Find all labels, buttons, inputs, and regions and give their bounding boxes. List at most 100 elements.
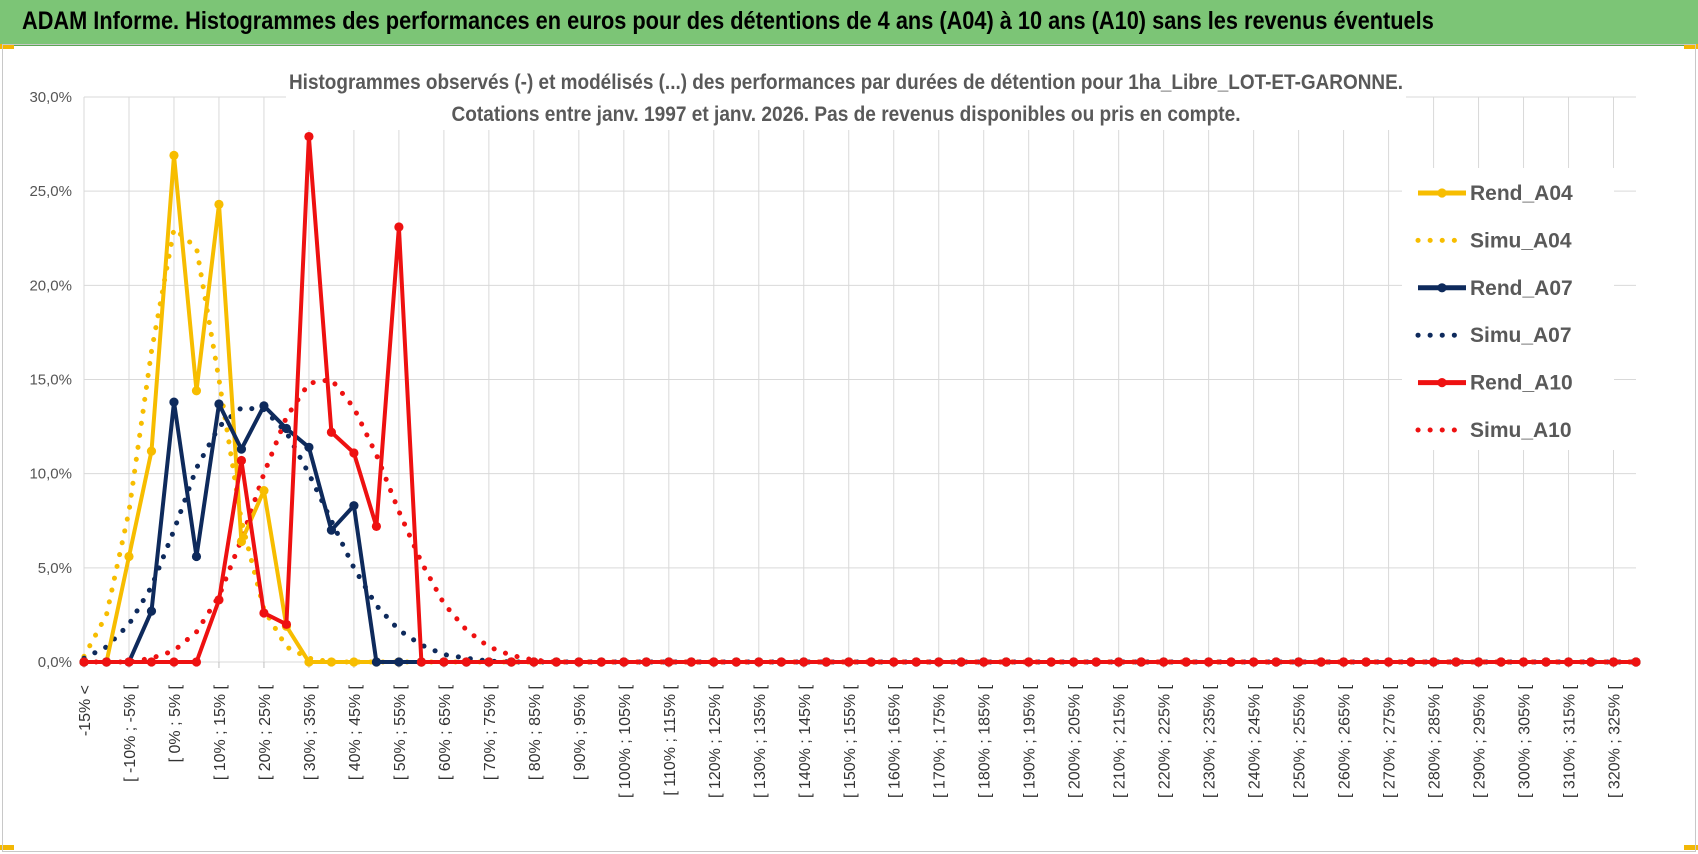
data-point-rend-a10 [371, 521, 382, 532]
corner-mark-tr [1684, 44, 1698, 49]
data-point-rend-a10 [236, 455, 247, 466]
x-tick-label: [ 70% ; 75% [ [482, 684, 499, 780]
data-point-rend-a10 [124, 657, 134, 667]
x-tick-label: [ 80% ; 85% [ [527, 684, 544, 780]
corner-mark-br [1684, 845, 1698, 850]
data-point-rend-a10 [79, 657, 89, 667]
data-point-rend-a10 [529, 657, 539, 667]
data-point-rend-a07 [371, 657, 382, 667]
data-point-rend-a04 [326, 657, 337, 667]
y-tick-label: 0,0% [38, 654, 72, 671]
data-point-rend-a10 [259, 608, 269, 618]
data-point-rend-a10 [304, 131, 314, 142]
data-point-rend-a10 [574, 657, 584, 667]
legend-label: Simu_A07 [1470, 324, 1572, 347]
x-tick-label: [ 190% ; 195% [ [1022, 684, 1039, 798]
data-point-rend-a10 [326, 427, 337, 437]
data-point-rend-a10 [1406, 657, 1416, 667]
data-point-rend-a07 [326, 525, 337, 535]
data-point-rend-a07 [169, 397, 179, 407]
data-point-rend-a10 [349, 448, 359, 458]
data-point-rend-a10 [1001, 657, 1011, 667]
data-point-rend-a07 [259, 401, 269, 411]
chart-area-border [2, 44, 1696, 852]
y-tick-label: 30,0% [29, 89, 72, 106]
data-point-rend-a10 [416, 657, 426, 667]
data-point-rend-a10 [709, 657, 719, 667]
data-point-rend-a10 [1338, 657, 1349, 667]
legend-marker [1437, 283, 1447, 293]
data-point-rend-a10 [799, 657, 809, 667]
legend-label: Rend_A04 [1470, 182, 1573, 205]
x-tick-label: [ 140% ; 145% [ [797, 684, 814, 798]
y-tick-label: 10,0% [29, 466, 72, 483]
x-tick-label: [ 290% ; 295% [ [1472, 684, 1489, 798]
data-point-rend-a04 [304, 657, 314, 667]
data-point-rend-a10 [596, 657, 606, 667]
x-tick-label: [ 280% ; 285% [ [1427, 684, 1444, 798]
corner-mark-bl [0, 845, 14, 850]
x-tick-label: [ 230% ; 235% [ [1202, 684, 1219, 798]
data-point-rend-a10 [956, 657, 966, 667]
data-point-rend-a10 [641, 657, 651, 667]
x-tick-label: [ 0% ; 5% [ [167, 684, 184, 762]
data-point-rend-a10 [844, 657, 854, 667]
data-point-rend-a10 [1181, 657, 1191, 667]
x-tick-label: [ 30% ; 35% [ [302, 684, 319, 780]
x-tick-label: [ 60% ; 65% [ [437, 684, 454, 780]
data-point-rend-a10 [1518, 657, 1529, 667]
data-point-rend-a10 [1046, 657, 1056, 667]
chart-title-line-2: Cotations entre janv. 1997 et janv. 2026… [452, 103, 1241, 126]
report-title: ADAM Informe. Histogrammes des performan… [22, 7, 1434, 35]
data-point-rend-a10 [484, 657, 494, 667]
data-point-rend-a07 [214, 399, 224, 409]
data-point-rend-a10 [1226, 657, 1236, 667]
data-point-rend-a04 [191, 386, 202, 396]
data-point-rend-a10 [1428, 657, 1439, 667]
series-line-rend-a10 [84, 134, 1636, 664]
x-tick-label: [ 110% ; 115% [ [662, 684, 679, 795]
data-point-rend-a10 [1383, 657, 1394, 667]
data-point-rend-a10 [101, 657, 112, 667]
data-point-rend-a10 [1541, 657, 1551, 667]
data-point-rend-a10 [1091, 657, 1101, 667]
data-point-rend-a07 [281, 423, 292, 434]
data-point-rend-a10 [664, 657, 674, 667]
x-tick-label: [ 20% ; 25% [ [257, 684, 274, 780]
data-point-rend-a10 [1204, 657, 1214, 667]
y-tick-label: 25,0% [29, 183, 72, 200]
data-point-rend-a10 [731, 657, 741, 667]
data-point-rend-a10 [934, 657, 944, 667]
chart-title-line-1: Histogrammes observés (-) et modélisés (… [289, 71, 1403, 94]
x-tick-label: [ 10% ; 15% [ [212, 684, 229, 780]
legend-marker [1437, 378, 1447, 388]
data-point-rend-a10 [1608, 657, 1619, 667]
data-point-rend-a10 [1631, 657, 1641, 667]
data-point-rend-a10 [146, 657, 157, 667]
data-point-rend-a07 [349, 501, 359, 511]
legend-bg [1402, 168, 1614, 450]
data-point-rend-a07 [191, 551, 202, 562]
legend-label: Simu_A04 [1470, 229, 1572, 252]
data-point-rend-a10 [1586, 657, 1596, 667]
x-tick-label: [ 250% ; 255% [ [1292, 684, 1309, 798]
data-point-rend-a10 [1473, 657, 1484, 667]
data-point-rend-a07 [146, 606, 157, 616]
x-tick-label: [ 40% ; 45% [ [347, 684, 364, 780]
y-axis-ticks: 0,0% 5,0% 10,0% 15,0% 20,0% 25,0% 30,0% [29, 89, 72, 671]
x-tick-label: [ 180% ; 185% [ [977, 684, 994, 798]
data-point-rend-a10 [889, 657, 899, 667]
data-point-rend-a10 [979, 657, 989, 667]
data-point-rend-a10 [1294, 657, 1304, 667]
data-point-rend-a10 [1563, 657, 1574, 667]
x-tick-label: [ 170% ; 175% [ [932, 684, 949, 798]
data-point-rend-a10 [1361, 657, 1371, 667]
x-tick-label: [ 200% ; 205% [ [1067, 684, 1084, 798]
data-point-rend-a10 [281, 619, 292, 629]
x-tick-label: [ 310% ; 315% [ [1562, 684, 1579, 798]
y-tick-label: 20,0% [29, 277, 72, 294]
legend-label: Rend_A07 [1470, 277, 1573, 300]
legend-label: Simu_A10 [1470, 419, 1572, 442]
